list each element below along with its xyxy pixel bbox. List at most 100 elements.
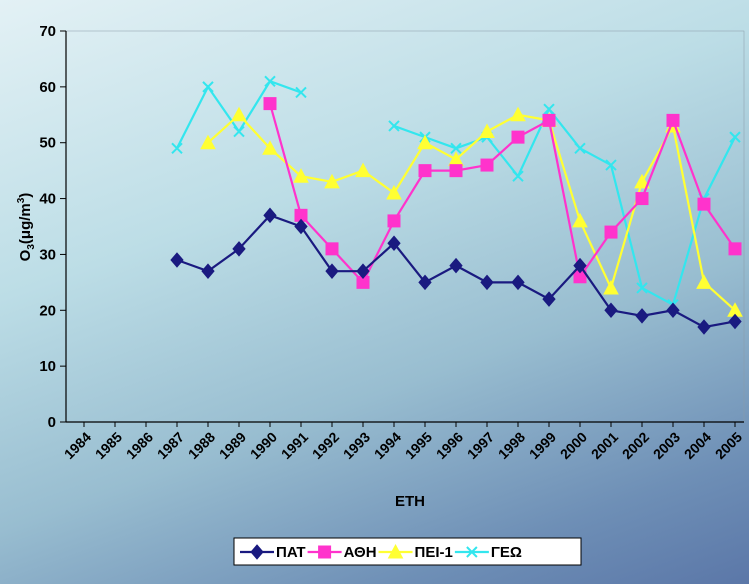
data-point [542,291,556,307]
data-point [542,113,556,127]
data-point [293,168,309,183]
y-tick-label: 20 [39,302,56,319]
legend-marker [318,545,332,559]
data-point [449,164,463,178]
x-tick-label: 1986 [123,429,156,462]
data-point [635,308,649,324]
data-point [604,302,618,319]
x-tick-label: 1988 [185,429,218,462]
legend-label: ΠΕΙ-1 [415,544,453,561]
data-point [666,302,680,319]
legend-label: ΓΕΩ [491,544,522,561]
y-tick-label: 70 [39,23,56,40]
data-point [325,242,339,256]
data-point [574,142,586,155]
data-point [263,97,277,111]
data-point [233,125,245,138]
data-point [324,173,340,189]
data-point [449,257,463,274]
data-point [479,123,495,139]
data-point [697,319,711,335]
data-point [418,274,432,291]
data-point [605,159,617,171]
data-point [294,218,308,235]
data-point [170,252,184,268]
series-1 [263,97,742,289]
data-point [388,120,400,132]
x-tick-label: 1996 [433,429,466,462]
data-point [232,241,246,257]
data-point [480,158,494,172]
y-axis: 0 10 20 30 40 50 60 70 [39,23,67,431]
data-point [573,257,587,274]
data-point [728,313,742,330]
x-tick-label: 2000 [557,429,590,462]
y-tick-label: 40 [39,191,56,208]
data-point [512,170,524,182]
series-2 [200,106,743,317]
series-line [393,107,736,307]
series-0 [170,207,742,335]
legend-item: ΓΕΩ [454,544,522,561]
legend: ΠΑΤ ΑΘΗ ΠΕΙ-1 ΓΕΩ [233,537,582,566]
data-point [418,164,432,178]
data-point [355,162,371,178]
x-tick-label: 2001 [588,429,621,462]
series-line [268,103,736,285]
plot-area [65,30,745,423]
x-tick-label: 1993 [340,429,373,462]
x-tick-label: 1984 [61,429,94,462]
x-tick-label: 2004 [681,429,714,462]
data-point [295,86,307,99]
data-point [417,134,433,150]
data-point [387,235,401,252]
x-tick-label: 1998 [495,429,528,462]
x-tick-label: 1997 [464,429,497,462]
legend-label: ΠΑΤ [276,544,306,561]
series-layer [170,75,743,335]
data-point [728,242,742,256]
data-point [572,212,588,228]
data-point [697,197,711,211]
data-point [666,113,680,127]
data-point [450,142,462,155]
y-tick-label: 30 [39,246,56,263]
x-tick-label: 1999 [526,429,559,462]
legend-item: ΑΘΗ [307,544,377,561]
data-point [603,279,619,295]
y-tick-label: 10 [39,358,56,375]
data-point [231,106,247,122]
legend-label: ΑΘΗ [344,544,377,561]
legend-marker [466,546,478,558]
y-tick-label: 50 [39,135,56,152]
data-point [386,184,402,200]
data-point [729,131,741,143]
x-tick-label: 1985 [92,429,125,462]
x-tick-label: 2002 [619,429,652,462]
x-axis: 1984198519861987198819891990199119921993… [61,421,745,462]
data-point [264,75,276,87]
y-tick-label: 0 [48,414,56,431]
data-point [510,106,526,122]
y-axis-title: O3(μg/m3) [16,193,37,262]
data-point [202,81,214,93]
legend-item: ΠΕΙ-1 [378,543,453,561]
series-3 [171,75,741,311]
y-tick-label: 60 [39,79,56,96]
data-point [262,140,278,155]
x-tick-label: 1991 [278,429,311,462]
x-tick-label: 1992 [309,429,342,462]
data-point [511,274,525,291]
data-point [480,274,494,291]
x-tick-label: 1987 [154,429,187,462]
x-tick-label: 1995 [402,429,435,462]
data-point [636,282,648,294]
x-tick-label: 2003 [650,429,683,462]
data-point [201,263,215,279]
legend-marker [387,543,404,559]
x-tick-label: 1994 [371,429,404,462]
x-axis-title: ΕΤΗ [395,493,425,510]
data-point [356,263,370,279]
data-point [200,134,216,150]
